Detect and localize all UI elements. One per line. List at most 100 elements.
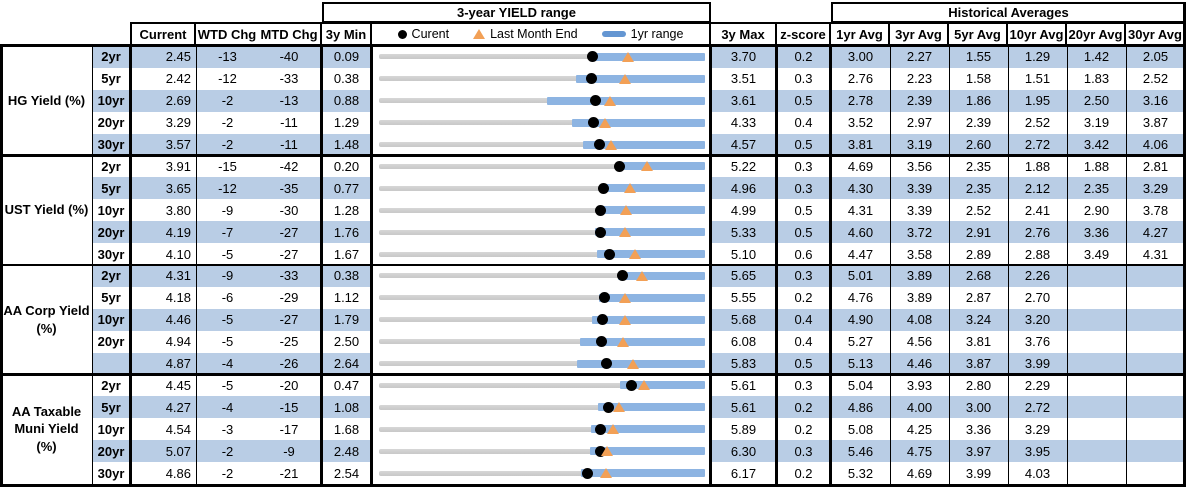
one-year-range-bar [591,425,705,434]
one-year-range-bar [616,162,705,171]
cell-3y-min: 1.68 [333,421,360,437]
cell-z-score: 0.2 [794,421,813,437]
col-header-20yr-avg: 20yr Avg [1065,22,1126,46]
three-year-track [379,98,705,104]
col-header-current: Current [130,22,196,46]
cell-3y-max: 4.96 [730,180,757,196]
cell-z-score: 0.4 [794,312,813,328]
one-year-range-bar [547,96,705,105]
three-year-track [379,448,705,454]
cell-avg-3yr-avg: 2.23 [906,71,933,87]
range-chart [373,265,709,287]
cell-avg-3yr-avg: 2.27 [906,49,933,65]
cell-avg-10yr-avg: 2.76 [1024,224,1051,240]
cell-wtd-chg: -9 [221,202,234,218]
tenor-label: 20yr [97,224,125,240]
cell-avg-3yr-avg: 4.75 [906,443,933,459]
cell-avg-10yr-avg: 1.29 [1024,49,1051,65]
cell-wtd-chg: -6 [221,290,234,306]
three-year-track [379,120,705,126]
cell-avg-30yr-avg [1127,375,1184,397]
cell-3y-min: 2.48 [333,443,360,459]
cell-z-score: 0.5 [794,356,813,372]
range-chart [373,286,709,309]
col-header-3y-max: 3y Max [709,22,777,46]
cell-wtd-chg: -12 [218,180,237,196]
table-row: 30yr 4.10 -5 -27 1.67 5.10 0.6 4.47 3.58 2.89 2.88… [92,243,1183,265]
cell-avg-5yr-avg: 2.68 [965,268,992,284]
grid-hline [0,154,1186,157]
current-dot [604,248,616,260]
cell-avg-30yr-avg: 2.05 [1142,49,1169,65]
three-year-track [379,382,705,388]
cell-mtd-chg: -27 [279,224,299,240]
table-row: 20yr 4.19 -7 -27 1.76 5.33 0.5 4.60 3.72 2.91 2.76… [92,221,1183,244]
group-label-line: HG Yield (%) [7,92,86,108]
tenor-label: 30yr [97,137,125,153]
cell-avg-30yr-avg: 2.52 [1142,71,1169,87]
historical-averages-title: Historical Averages [831,2,1186,23]
cell-wtd-chg: -2 [221,137,234,153]
range-chart [373,374,709,397]
cell-avg-1yr-avg: 4.47 [847,246,874,262]
cell-avg-10yr-avg: 2.88 [1024,246,1051,262]
tenor-label: 10yr [97,421,125,437]
three-year-track [379,295,705,301]
cell-z-score: 0.3 [794,158,813,174]
cell-wtd-chg: -9 [221,268,234,284]
last-month-end-triangle [629,249,642,260]
cell-avg-30yr-avg: 3.29 [1142,180,1169,196]
cell-avg-5yr-avg: 2.35 [965,158,992,174]
table-row: 10yr 2.69 -2 -13 0.88 3.61 0.5 2.78 2.39 1.86 1.95… [92,89,1183,112]
cell-current: 4.45 [165,377,191,393]
range-chart [373,330,709,353]
cell-avg-5yr-avg: 3.24 [965,312,992,328]
cell-mtd-chg: -21 [279,465,299,481]
last-month-end-triangle [637,380,650,391]
cell-avg-5yr-avg: 2.80 [965,377,992,393]
group-label: UST Yield (%) [1,155,92,265]
current-dot [597,182,609,194]
cell-3y-max: 6.30 [730,443,757,459]
one-year-range-bar [591,315,705,324]
cell-avg-1yr-avg: 2.76 [847,71,874,87]
tenor-label: 5yr [101,399,121,415]
last-month-end-triangle [601,446,614,457]
range-chart [373,155,709,178]
col-header-z-score: z-score [775,22,831,46]
last-month-end-triangle [620,205,633,216]
cell-avg-20yr-avg: 3.49 [1083,246,1110,262]
cell-z-score: 0.2 [794,290,813,306]
table-row: 2yr 2.45 -13 -40 0.09 3.70 0.2 3.00 2.27 1.55 1.29… [92,46,1183,68]
cell-mtd-chg: -25 [279,334,299,350]
cell-avg-5yr-avg: 3.81 [965,334,992,350]
last-month-end-triangle [604,139,617,150]
cell-mtd-chg: -20 [279,377,299,393]
cell-avg-20yr-avg: 2.90 [1083,202,1110,218]
cell-3y-max: 3.61 [730,93,757,109]
cell-avg-3yr-avg: 2.39 [906,93,933,109]
cell-3y-max: 5.89 [730,421,757,437]
cell-avg-20yr-avg [1068,331,1125,353]
cell-avg-3yr-avg: 3.93 [906,377,933,393]
one-year-range-bar [620,381,705,390]
cell-mtd-chg: -33 [279,71,299,87]
last-month-end-triangle [618,314,631,325]
cell-avg-1yr-avg: 5.13 [847,356,874,372]
table-row: 2yr 4.31 -9 -33 0.38 5.65 0.3 5.01 3.89 2.68 2.26 [92,265,1183,287]
col-header-wtd-mtd-group: WTD Chg MTD Chg [194,22,322,46]
cell-3y-min: 1.76 [333,224,360,240]
one-year-range-bar [572,118,705,127]
cell-avg-30yr-avg: 4.06 [1142,137,1169,153]
three-year-track [379,470,705,476]
cell-avg-5yr-avg: 2.91 [965,224,992,240]
cell-mtd-chg: -11 [280,115,298,131]
tenor-label: 20yr [97,443,125,459]
cell-wtd-chg: -3 [221,421,234,437]
cell-avg-20yr-avg [1068,418,1125,440]
cell-z-score: 0.2 [794,399,813,415]
cell-avg-3yr-avg: 3.58 [906,246,933,262]
cell-z-score: 0.6 [794,246,813,262]
cell-current: 3.91 [165,158,191,174]
